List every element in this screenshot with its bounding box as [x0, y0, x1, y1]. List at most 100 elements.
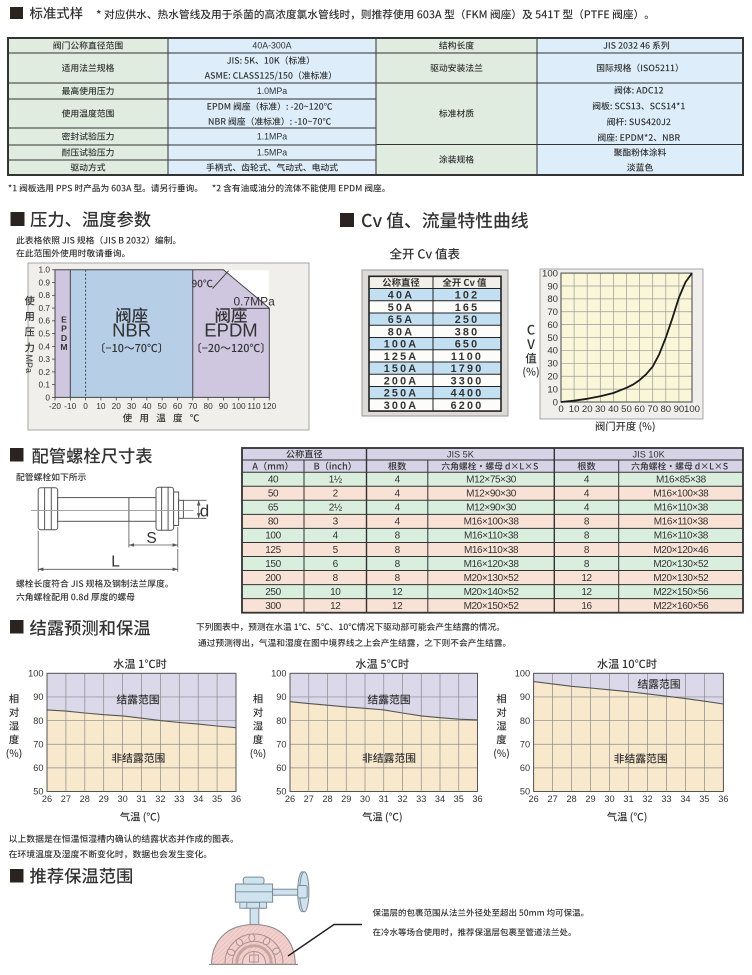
svg-text:4: 4: [395, 517, 401, 528]
svg-text:M16×110×38: M16×110×38: [654, 503, 709, 514]
svg-text:0.4: 0.4: [38, 341, 50, 351]
svg-text:80A: 80A: [388, 326, 414, 338]
svg-text:M22×160×56: M22×160×56: [653, 601, 709, 612]
svg-text:1.1MPa: 1.1MPa: [257, 132, 287, 142]
svg-text:M16×100×38: M16×100×38: [653, 489, 709, 500]
svg-text:8: 8: [584, 559, 590, 570]
svg-text:2½: 2½: [329, 503, 343, 514]
svg-text:50: 50: [621, 404, 632, 415]
svg-text:M16×120×38: M16×120×38: [464, 559, 520, 570]
svg-text:26: 26: [528, 794, 538, 804]
svg-text:S: S: [146, 530, 156, 547]
svg-text:300A: 300A: [384, 400, 419, 412]
svg-text:100: 100: [232, 401, 246, 411]
svg-text:50: 50: [520, 787, 530, 797]
svg-text:8: 8: [395, 545, 401, 556]
svg-text:10: 10: [96, 401, 106, 411]
svg-text:D: D: [61, 333, 67, 343]
svg-text:28: 28: [80, 794, 90, 804]
svg-text:8: 8: [395, 559, 401, 570]
svg-text:30: 30: [360, 794, 370, 804]
svg-text:28: 28: [322, 794, 332, 804]
svg-text:12: 12: [581, 573, 592, 584]
svg-text:200: 200: [265, 573, 281, 584]
svg-text:36: 36: [472, 794, 482, 804]
svg-text:50A: 50A: [388, 302, 414, 314]
svg-text:JIS 10K: JIS 10K: [633, 449, 666, 459]
svg-text:100: 100: [265, 531, 281, 542]
svg-text:125A: 125A: [384, 351, 419, 363]
svg-text:32: 32: [397, 794, 407, 804]
svg-text:20: 20: [582, 404, 593, 415]
svg-text:1100: 1100: [451, 351, 483, 363]
svg-text:M20×130×52: M20×130×52: [653, 573, 709, 584]
svg-text:27: 27: [61, 794, 71, 804]
svg-text:EPDM: EPDM: [204, 320, 257, 341]
svg-text:31: 31: [379, 794, 389, 804]
svg-text:30: 30: [127, 401, 137, 411]
svg-text:27: 27: [304, 794, 314, 804]
svg-text:380: 380: [455, 326, 480, 338]
svg-text:100: 100: [684, 404, 700, 415]
svg-text:6200: 6200: [451, 400, 484, 412]
svg-text:M20×130×52: M20×130×52: [464, 573, 520, 584]
svg-text:33: 33: [661, 794, 671, 804]
svg-text:26: 26: [42, 794, 52, 804]
svg-text:250A: 250A: [384, 388, 419, 400]
svg-text:4400: 4400: [451, 388, 484, 400]
svg-text:300: 300: [265, 601, 281, 612]
svg-text:70: 70: [520, 739, 530, 749]
svg-text:70: 70: [647, 404, 658, 415]
svg-text:30: 30: [117, 794, 127, 804]
svg-text:M16×110×38: M16×110×38: [654, 531, 709, 542]
svg-text:0: 0: [83, 401, 88, 411]
svg-text:NBR: NBR: [112, 320, 151, 341]
svg-text:10: 10: [569, 404, 580, 415]
svg-text:-20: -20: [49, 401, 61, 411]
svg-text:80: 80: [660, 404, 671, 415]
svg-text:20: 20: [547, 372, 558, 383]
svg-text:0: 0: [558, 404, 563, 415]
svg-text:90: 90: [674, 404, 685, 415]
svg-text:4: 4: [584, 503, 590, 514]
svg-text:60: 60: [33, 763, 43, 773]
svg-text:0.8: 0.8: [38, 290, 50, 300]
svg-text:28: 28: [566, 794, 576, 804]
svg-text:200A: 200A: [384, 375, 419, 387]
svg-text:5: 5: [333, 545, 339, 556]
svg-text:90: 90: [520, 692, 530, 702]
svg-text:30: 30: [595, 404, 606, 415]
svg-text:100: 100: [28, 669, 43, 679]
svg-text:60: 60: [634, 404, 645, 415]
svg-text:90: 90: [547, 281, 558, 292]
svg-text:M16×110×38: M16×110×38: [464, 545, 519, 556]
svg-text:JIS 5K: JIS 5K: [447, 449, 475, 459]
svg-text:20: 20: [112, 401, 122, 411]
svg-text:50: 50: [547, 333, 558, 344]
svg-text:E: E: [61, 315, 67, 325]
svg-text:70: 70: [188, 401, 198, 411]
svg-text:0: 0: [45, 392, 50, 402]
svg-text:40: 40: [608, 404, 619, 415]
svg-text:250: 250: [265, 587, 281, 598]
svg-text:250: 250: [455, 314, 480, 326]
svg-text:27: 27: [547, 794, 557, 804]
svg-text:8: 8: [584, 545, 590, 556]
svg-text:60: 60: [547, 320, 558, 331]
svg-text:33: 33: [174, 794, 184, 804]
svg-text:0.9: 0.9: [38, 277, 50, 287]
svg-text:12: 12: [392, 601, 403, 612]
svg-text:0.1: 0.1: [38, 380, 50, 390]
svg-text:M16×85×38: M16×85×38: [656, 475, 707, 486]
svg-text:70: 70: [276, 739, 286, 749]
svg-text:12: 12: [392, 587, 403, 598]
svg-text:50: 50: [158, 401, 168, 411]
svg-text:90: 90: [219, 401, 229, 411]
svg-text:165: 165: [455, 302, 480, 314]
svg-text:50: 50: [33, 787, 43, 797]
svg-text:26: 26: [285, 794, 295, 804]
svg-text:0.7MPa: 0.7MPa: [234, 295, 276, 309]
svg-text:1.0MPa: 1.0MPa: [257, 86, 287, 96]
svg-text:-10: -10: [64, 401, 76, 411]
svg-text:3300: 3300: [451, 375, 484, 387]
